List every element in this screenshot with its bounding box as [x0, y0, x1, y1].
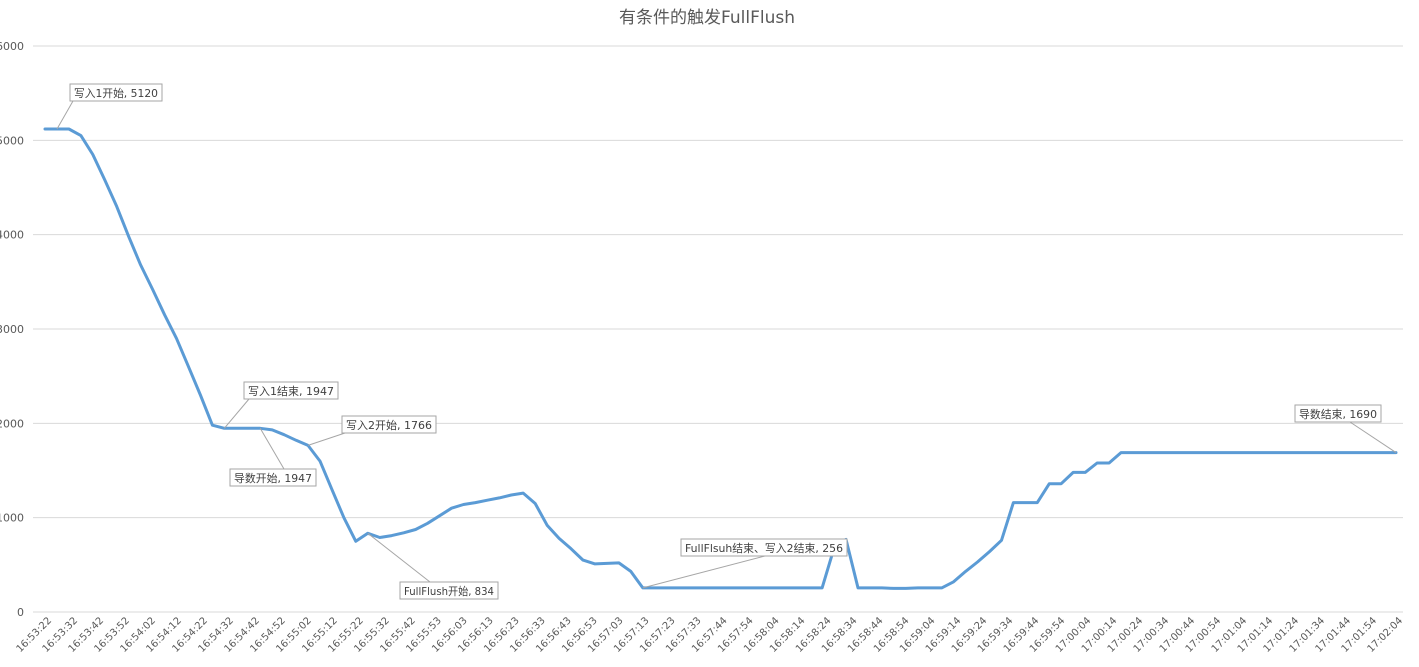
callout-label: 写入2开始, 1766 [346, 418, 432, 432]
callout-label: 写入1结束, 1947 [248, 385, 334, 398]
callout-leader-line [259, 428, 285, 470]
callout-label: 导数结束, 1690 [1299, 408, 1377, 421]
y-tick-label: 1000 [0, 512, 24, 525]
data-callout: 写入2开始, 1766 [307, 415, 437, 446]
data-callout: 写入1开始, 5120 [56, 83, 163, 130]
y-tick-label: 2000 [0, 417, 24, 430]
callout-box [341, 415, 437, 434]
y-tick-label: 5000 [0, 134, 24, 147]
callout-leader-line [56, 100, 74, 130]
y-axis-tick-labels: 0 1000 2000 3000 4000 5000 6000 [0, 40, 24, 619]
data-callout: 导数开始, 1947 [229, 428, 317, 487]
callout-label: FullFlsuh结束、写入2结束, 256 [685, 542, 843, 555]
callout-box [243, 381, 339, 400]
data-callout: FullFlsuh结束、写入2结束, 256 [642, 538, 848, 589]
data-callout: FullFlush开始, 834 [367, 532, 499, 600]
y-tick-label: 4000 [0, 229, 24, 242]
callout-leader-line [223, 398, 250, 429]
callout-leader-line [1349, 421, 1397, 454]
series-lines [43, 127, 1398, 590]
callout-box [1294, 404, 1382, 423]
x-axis-tick-labels: 16:53:2216:53:3216:53:4216:53:5216:54:02… [15, 615, 1406, 655]
y-tick-label: 6000 [0, 40, 24, 53]
gridlines [33, 45, 1403, 613]
callout-label: FullFlush开始, 834 [404, 584, 494, 598]
callout-box [399, 581, 499, 600]
callout-box [680, 538, 848, 557]
callout-box [69, 83, 163, 102]
series-line [43, 127, 1398, 590]
chart-title: 有条件的触发FullFlush [619, 8, 795, 28]
data-callouts: 写入1开始, 5120 写入1结束, 1947 导数开始, 1947 写入2开始, 1… [56, 83, 1397, 600]
data-callout: 导数结束, 1690 [1294, 404, 1397, 454]
callout-leader-line [307, 432, 346, 446]
callout-leader-line [642, 555, 766, 589]
callout-box [229, 468, 317, 487]
y-tick-label: 3000 [0, 323, 24, 336]
callout-label: 写入1开始, 5120 [74, 86, 158, 100]
callout-leader-line [367, 532, 431, 583]
data-callout: 写入1结束, 1947 [223, 381, 339, 429]
y-tick-label: 0 [17, 606, 24, 619]
callout-label: 导数开始, 1947 [234, 471, 312, 485]
